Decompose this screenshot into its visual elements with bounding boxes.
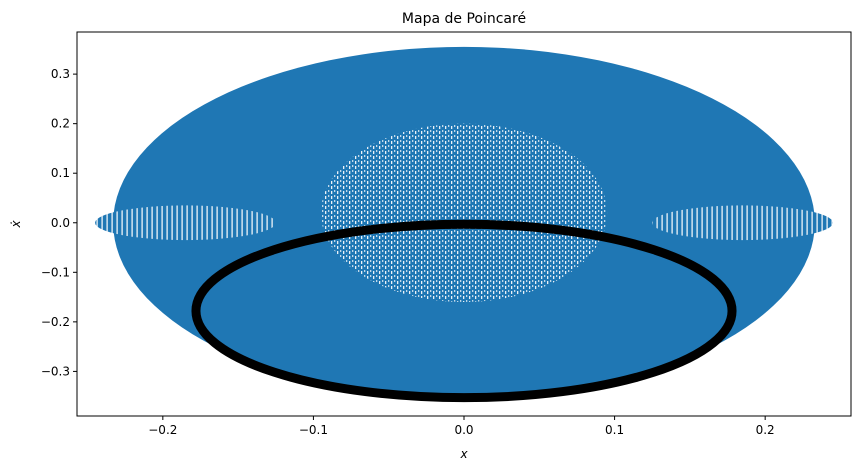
y-tick-label: 0.2 [51, 117, 70, 131]
fine-structure-left-island [95, 205, 276, 241]
y-tick-label: 0.3 [51, 67, 70, 81]
x-axis-ticks: −0.2 −0.1 0.0 0.1 0.2 [148, 416, 775, 437]
x-tick-label: 0.0 [454, 423, 473, 437]
fine-structure-right-island [652, 205, 833, 241]
y-axis-label: ẋ [9, 220, 23, 229]
x-axis-label: x [459, 447, 468, 461]
x-tick-label: −0.2 [148, 423, 177, 437]
x-tick-label: 0.2 [756, 423, 775, 437]
x-tick-label: −0.1 [299, 423, 328, 437]
y-tick-label: 0.0 [51, 216, 70, 230]
series-black-ring [191, 219, 737, 403]
y-tick-label: 0.1 [51, 166, 70, 180]
chart-title: Mapa de Poincaré [402, 11, 526, 27]
plot-area [95, 46, 833, 403]
y-tick-label: −0.2 [41, 315, 70, 329]
y-tick-label: −0.1 [41, 265, 70, 279]
fine-structure-central-island [320, 123, 608, 303]
y-tick-label: −0.3 [41, 364, 70, 378]
x-tick-label: 0.1 [605, 423, 624, 437]
y-axis-ticks: −0.3 −0.2 −0.1 0.0 0.1 0.2 0.3 [41, 67, 77, 378]
